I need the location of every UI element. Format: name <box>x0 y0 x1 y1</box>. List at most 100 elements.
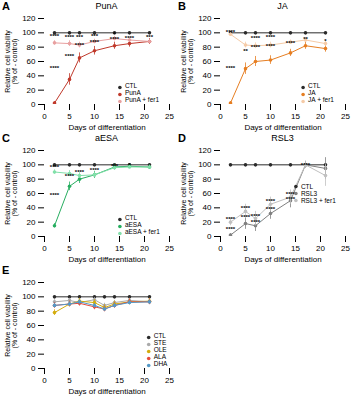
svg-text:20: 20 <box>140 112 149 121</box>
svg-text:10: 10 <box>90 112 99 121</box>
svg-text:0: 0 <box>31 100 36 109</box>
svg-text:****: **** <box>50 192 60 198</box>
svg-text:40: 40 <box>27 71 36 80</box>
svg-text:80: 80 <box>203 175 212 184</box>
svg-text:25: 25 <box>341 244 350 253</box>
svg-text:5: 5 <box>243 112 248 121</box>
svg-text:PunA: PunA <box>125 89 142 96</box>
svg-text:10: 10 <box>266 112 275 121</box>
svg-text:Relative cell viability(% of -: Relative cell viability(% of - control) <box>4 294 19 357</box>
svg-text:****: **** <box>65 173 75 179</box>
svg-text:100: 100 <box>198 28 212 37</box>
svg-text:40: 40 <box>203 203 212 212</box>
svg-text:100: 100 <box>22 160 36 169</box>
svg-text:60: 60 <box>203 57 212 66</box>
svg-text:Relative cell viability(% of -: Relative cell viability(% of - control) <box>180 30 195 93</box>
svg-text:20: 20 <box>140 244 149 253</box>
svg-text:****: **** <box>301 162 311 168</box>
svg-text:0: 0 <box>218 112 223 121</box>
svg-text:20: 20 <box>316 244 325 253</box>
svg-text:****: **** <box>266 34 276 40</box>
svg-text:40: 40 <box>203 71 212 80</box>
svg-text:**: ** <box>303 36 308 42</box>
svg-text:CTL: CTL <box>125 82 138 89</box>
svg-text:40: 40 <box>27 203 36 212</box>
svg-text:****: **** <box>251 213 261 219</box>
svg-text:0: 0 <box>207 232 212 241</box>
svg-text:0: 0 <box>42 244 47 253</box>
svg-text:60: 60 <box>27 189 36 198</box>
svg-text:JA: JA <box>308 89 316 96</box>
svg-text:20: 20 <box>27 350 36 359</box>
svg-text:****: **** <box>65 34 75 40</box>
svg-text:20: 20 <box>27 86 36 95</box>
svg-text:****: **** <box>226 216 236 222</box>
svg-text:25: 25 <box>165 376 174 385</box>
svg-text:Days of differentiation: Days of differentiation <box>68 123 145 132</box>
svg-text:****: **** <box>266 206 276 212</box>
svg-text:20: 20 <box>203 86 212 95</box>
svg-text:0: 0 <box>31 364 36 373</box>
svg-text:***: *** <box>91 33 99 39</box>
svg-text:0: 0 <box>31 232 36 241</box>
svg-text:RSL3: RSL3 <box>301 190 318 197</box>
svg-text:****: **** <box>266 43 276 49</box>
svg-text:15: 15 <box>291 112 300 121</box>
svg-text:*: * <box>324 38 327 44</box>
svg-text:****: **** <box>286 40 296 46</box>
svg-text:***: *** <box>111 163 119 169</box>
svg-text:10: 10 <box>90 376 99 385</box>
svg-text:****: **** <box>90 39 100 45</box>
svg-text:CTL: CTL <box>308 82 321 89</box>
svg-text:Days of differentiation: Days of differentiation <box>68 255 145 264</box>
svg-text:****: **** <box>226 29 236 35</box>
svg-text:15: 15 <box>115 244 124 253</box>
svg-text:80: 80 <box>203 43 212 52</box>
svg-text:****: **** <box>226 226 236 232</box>
svg-text:DHA: DHA <box>154 360 168 367</box>
svg-text:15: 15 <box>291 244 300 253</box>
svg-text:20: 20 <box>203 218 212 227</box>
svg-text:10: 10 <box>90 244 99 253</box>
svg-text:25: 25 <box>165 244 174 253</box>
svg-text:120: 120 <box>198 146 212 155</box>
svg-text:***: *** <box>146 34 154 40</box>
svg-text:60: 60 <box>27 321 36 330</box>
svg-text:20: 20 <box>140 376 149 385</box>
svg-text:****: **** <box>266 198 276 204</box>
svg-text:****: **** <box>75 42 85 48</box>
svg-text:100: 100 <box>22 28 36 37</box>
svg-text:****: **** <box>125 35 135 41</box>
svg-text:0: 0 <box>218 244 223 253</box>
svg-text:****: **** <box>50 33 60 39</box>
svg-text:0: 0 <box>42 376 47 385</box>
svg-text:0: 0 <box>42 112 47 121</box>
svg-text:****: **** <box>251 219 261 225</box>
svg-text:0: 0 <box>207 100 212 109</box>
svg-text:80: 80 <box>27 43 36 52</box>
svg-text:100: 100 <box>198 160 212 169</box>
svg-text:15: 15 <box>115 112 124 121</box>
svg-text:****: **** <box>90 167 100 173</box>
svg-text:STE: STE <box>154 339 167 346</box>
svg-text:PunA + fer1: PunA + fer1 <box>125 96 160 103</box>
svg-text:ALA: ALA <box>154 353 167 360</box>
svg-text:60: 60 <box>203 189 212 198</box>
svg-text:Relative cell viability(% of -: Relative cell viability(% of - control) <box>180 162 195 225</box>
svg-text:*: * <box>128 162 131 168</box>
svg-text:****: **** <box>251 44 261 50</box>
svg-text:25: 25 <box>165 112 174 121</box>
svg-text:5: 5 <box>243 244 248 253</box>
svg-text:****: **** <box>241 205 251 211</box>
svg-text:80: 80 <box>27 307 36 316</box>
svg-text:120: 120 <box>22 14 36 23</box>
svg-text:Days of differentiation: Days of differentiation <box>68 387 145 396</box>
svg-text:****: **** <box>241 214 251 220</box>
svg-text:aESA: aESA <box>125 221 142 228</box>
svg-text:Days of differentiation: Days of differentiation <box>244 123 321 132</box>
svg-text:100: 100 <box>22 292 36 301</box>
svg-text:CTL: CTL <box>154 332 167 339</box>
svg-text:****: **** <box>75 169 85 175</box>
svg-text:80: 80 <box>27 175 36 184</box>
svg-text:20: 20 <box>316 112 325 121</box>
